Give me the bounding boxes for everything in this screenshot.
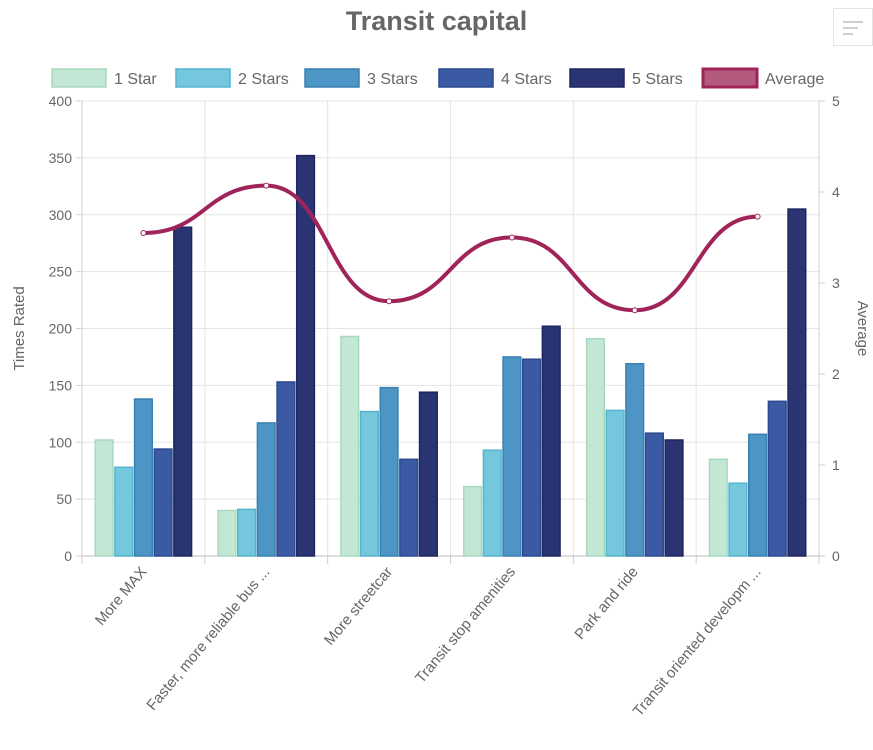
y-tick-label: 400: [49, 93, 73, 109]
bar-1-star: [708, 458, 728, 557]
menu-icon-line: [843, 33, 853, 35]
bar-5-stars: [173, 226, 193, 557]
y-tick-label: 200: [49, 321, 73, 337]
y-tick-label: 50: [56, 491, 72, 507]
x-tick-label: More MAX: [92, 564, 151, 629]
y2-tick-label: 0: [832, 548, 840, 564]
bar-4-stars: [153, 448, 173, 557]
bar-5-stars: [664, 439, 684, 557]
bar-1-star: [340, 335, 360, 557]
bars: [94, 154, 807, 557]
bar-4-stars: [276, 381, 296, 557]
legend-label: 2 Stars: [238, 71, 289, 88]
legend-swatch: [701, 67, 759, 89]
bar-3-stars: [625, 363, 645, 557]
x-tick-label: Transit stop amenities: [412, 564, 519, 687]
bar-4-stars: [767, 400, 787, 557]
bar-3-stars: [502, 356, 522, 557]
menu-icon-line: [843, 27, 858, 29]
average-point: [508, 234, 515, 241]
y-tick-label: 300: [49, 207, 73, 223]
x-tick-label: Transit oriented developm ...: [630, 564, 765, 720]
average-line: [140, 182, 761, 314]
y2-tick-label: 3: [832, 275, 840, 291]
bar-3-stars: [747, 433, 768, 557]
bar-4-stars: [521, 358, 542, 557]
y2-tick-label: 2: [832, 366, 840, 382]
x-tick-label: Faster, more reliable bus ...: [143, 564, 273, 714]
bar-3-stars: [133, 398, 154, 557]
y2-tick-label: 1: [832, 457, 840, 473]
bar-2-stars: [237, 508, 257, 557]
chart-title: Transit capital: [345, 6, 528, 36]
legend-swatch: [569, 68, 625, 88]
axes: [76, 100, 825, 564]
menu-icon-line: [843, 21, 863, 23]
bar-5-stars: [418, 391, 438, 557]
y-tick-label: 250: [49, 264, 73, 280]
average-point: [754, 213, 761, 220]
bar-2-stars: [482, 449, 502, 557]
bar-5-stars: [541, 325, 561, 557]
average-line-path: [141, 183, 760, 313]
bar-5-stars: [295, 154, 316, 557]
average-point: [140, 229, 147, 236]
bar-4-stars: [644, 432, 664, 557]
gridlines: [81, 100, 820, 557]
y2-tick-label: 4: [832, 184, 840, 200]
legend: 1 Star 2 Stars 3 Stars 4 Stars 5 Stars Averag…: [51, 67, 824, 89]
legend-label: 1 Star: [114, 71, 157, 88]
bar-5-stars: [787, 208, 807, 557]
legend-swatch: [51, 68, 107, 88]
bar-2-stars: [728, 482, 748, 557]
average-point: [263, 182, 270, 189]
y-tick-label: 350: [49, 150, 73, 166]
y-axis-title: Times Rated: [11, 286, 28, 370]
x-tick-label: More streetcar: [321, 564, 396, 649]
legend-label: 4 Stars: [501, 71, 552, 88]
bar-1-star: [585, 337, 606, 557]
chart-menu-button[interactable]: [833, 8, 873, 46]
bar-3-stars: [256, 422, 276, 557]
bar-2-stars: [359, 410, 380, 557]
y2-axis-title: Average: [854, 301, 871, 357]
y-tick-label: 100: [49, 434, 73, 450]
x-tick-label: Park and ride: [571, 564, 641, 643]
bar-2-stars: [605, 409, 625, 557]
average-point: [386, 298, 393, 305]
legend-swatch: [304, 68, 360, 88]
legend-swatch: [438, 68, 494, 88]
legend-label: 3 Stars: [367, 71, 418, 88]
average-point: [631, 307, 638, 314]
bar-1-star: [94, 439, 114, 557]
y-tick-label: 150: [49, 377, 73, 393]
y2-tick-label: 5: [832, 93, 840, 109]
bar-3-stars: [379, 386, 399, 557]
bar-1-star: [217, 509, 237, 557]
bar-4-stars: [399, 458, 419, 557]
legend-swatch: [175, 68, 231, 88]
legend-label: 5 Stars: [632, 71, 683, 88]
y-tick-label: 0: [64, 548, 72, 564]
bar-2-stars: [114, 466, 134, 557]
bar-1-star: [463, 485, 483, 557]
legend-label: Average: [765, 71, 824, 88]
